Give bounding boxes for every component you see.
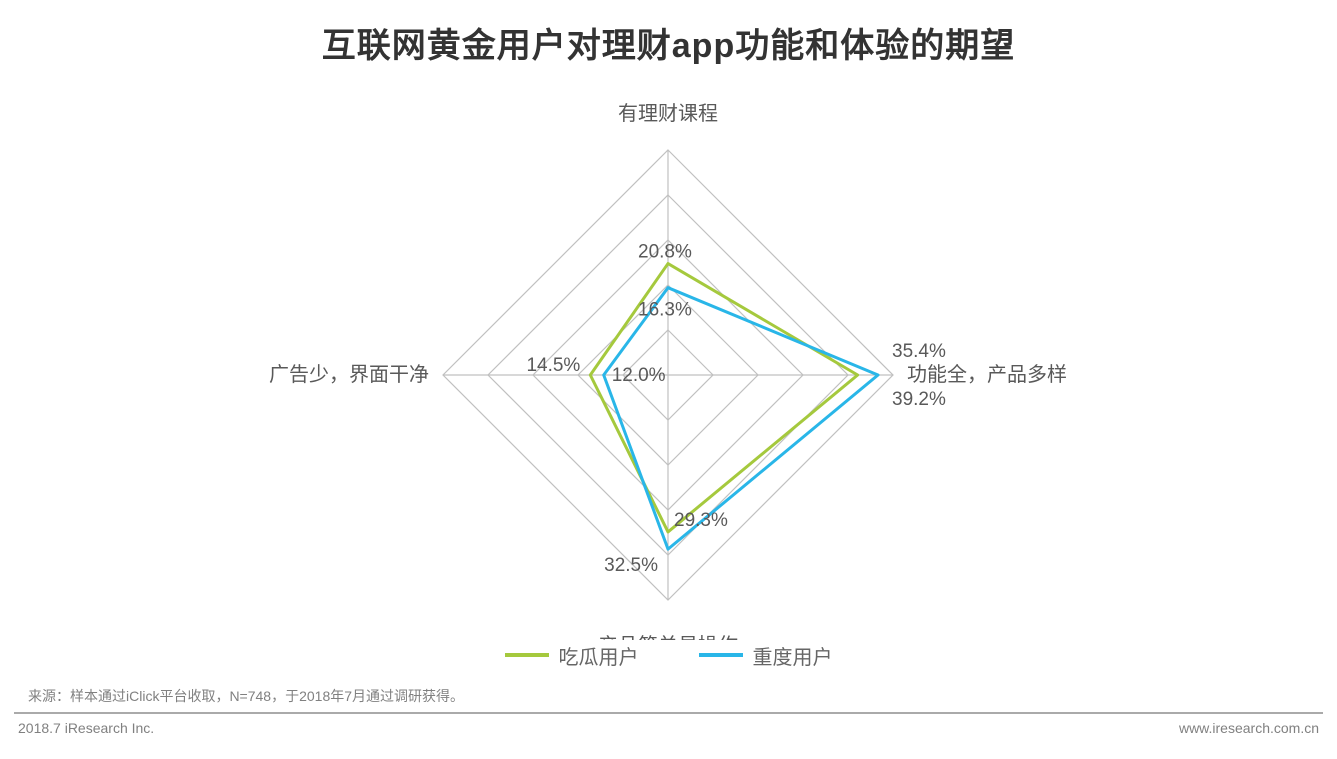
value-label: 39.2% <box>892 389 946 410</box>
legend: 吃瓜用户 重度用户 <box>0 640 1337 670</box>
axis-label: 有理财课程 <box>618 102 718 125</box>
legend-item: 重度用户 <box>699 641 833 670</box>
legend-swatch <box>699 653 743 657</box>
axis-label: 功能全，产品多样 <box>907 363 1067 386</box>
value-label: 16.3% <box>638 300 692 321</box>
value-label: 14.5% <box>526 355 580 376</box>
value-label: 12.0% <box>612 365 666 386</box>
radar-chart: 有理财课程功能全，产品多样产品简单易操作广告少，界面干净20.8%16.3%35… <box>0 80 1337 640</box>
value-label: 35.4% <box>892 341 946 362</box>
footer-divider <box>14 712 1323 714</box>
radar-series <box>604 288 878 549</box>
footer-right: www.iresearch.com.cn <box>1179 720 1319 736</box>
legend-label: 吃瓜用户 <box>559 641 639 670</box>
value-label: 20.8% <box>638 242 692 263</box>
legend-item: 吃瓜用户 <box>505 641 639 670</box>
legend-label: 重度用户 <box>753 641 833 670</box>
footer-left: 2018.7 iResearch Inc. <box>18 720 154 736</box>
legend-swatch <box>505 653 549 657</box>
axis-label: 广告少，界面干净 <box>269 363 429 386</box>
source-note: 来源：样本通过iClick平台收取，N=748，于2018年7月通过调研获得。 <box>28 686 464 706</box>
chart-title: 互联网黄金用户对理财app功能和体验的期望 <box>0 18 1337 67</box>
value-label: 32.5% <box>604 555 658 576</box>
radar-series <box>590 264 857 532</box>
value-label: 29.3% <box>674 510 728 531</box>
